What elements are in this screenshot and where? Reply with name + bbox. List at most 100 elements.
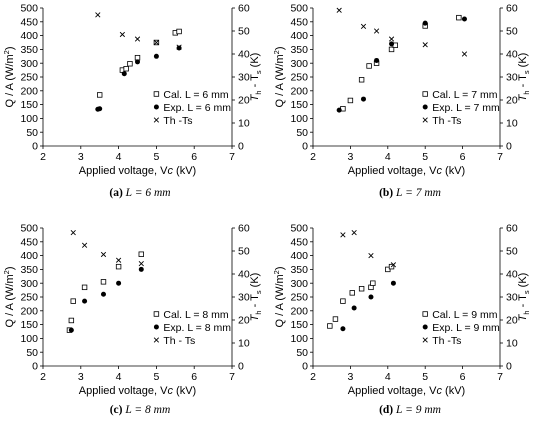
y2-axis-label-sub1: h — [254, 90, 263, 94]
panel-caption: (b) L = 7 mm — [379, 187, 441, 199]
x-tick-label: 3 — [78, 151, 84, 163]
data-point-circle — [135, 59, 140, 65]
data-point-square — [100, 279, 107, 285]
y2-axis-label-sub1: h — [522, 310, 531, 314]
y2-axis-label-t1: T — [517, 93, 529, 101]
legend-label: Cal. L = 9 mm — [432, 309, 498, 321]
data-point-circle — [82, 298, 88, 304]
series-circle — [336, 16, 467, 113]
y2-axis-label-unit: (K) — [249, 273, 261, 291]
data-point-x — [461, 51, 468, 57]
data-point-x — [134, 36, 141, 42]
y2-axis-label-sub2: s — [254, 290, 263, 294]
x-axis-label-unit: (kV) — [442, 385, 465, 397]
y-tick-label: 400 — [20, 250, 38, 262]
data-point-square — [370, 280, 376, 286]
data-point-circle — [176, 45, 182, 51]
x-tick-label: 2 — [40, 371, 46, 383]
y2-tick-label: 20 — [506, 315, 518, 327]
y-tick-label: 50 — [296, 347, 308, 359]
y-tick-label: 450 — [290, 236, 308, 248]
legend-marker-circle — [422, 324, 428, 330]
y-tick-label: 500 — [290, 3, 308, 15]
data-point-circle — [97, 106, 103, 112]
x-axis-label-text: Applied voltage, V — [348, 385, 437, 397]
panel-caption: (d) L = 9 mm — [379, 404, 441, 416]
y-tick-label: 50 — [296, 127, 308, 139]
data-point-circle — [121, 71, 127, 77]
y2-axis-label-sub2: s — [522, 290, 531, 294]
y-tick-label: 250 — [290, 72, 308, 84]
y-axis-label-text: Q / A (W/m — [274, 274, 286, 327]
panel-caption-text: L = 6 mm — [125, 187, 171, 199]
x-tick-label: 2 — [310, 371, 316, 383]
data-point-circle — [368, 294, 374, 300]
legend-label: Exp. L = 7 mm — [432, 102, 500, 114]
data-point-circle — [336, 107, 342, 113]
legend-label: Th -Ts — [163, 115, 192, 127]
y2-tick-label: 40 — [506, 269, 518, 281]
panel-caption-text: L = 9 mm — [395, 404, 441, 416]
y2-tick-label: 0 — [506, 141, 512, 153]
x-tick-label: 7 — [497, 371, 503, 383]
data-point-circle — [389, 41, 395, 47]
x-axis-label-sub: c — [436, 165, 442, 177]
y-tick-label: 0 — [302, 141, 308, 153]
y-axis-label-end: ) — [274, 46, 286, 50]
legend-label: Th - Ts — [163, 335, 195, 347]
data-point-x — [95, 12, 101, 18]
y-axis-label-end: ) — [4, 266, 16, 270]
y2-tick-label: 0 — [238, 361, 244, 373]
y-axis-label-sup: 2 — [272, 50, 281, 54]
x-tick-label: 6 — [460, 371, 466, 383]
legend-marker-x — [422, 117, 428, 123]
data-point-x — [388, 36, 395, 42]
y-axis-label-text: Q / A (W/m — [4, 54, 16, 107]
y-tick-label: 200 — [20, 85, 38, 97]
data-point-x — [100, 251, 107, 258]
legend-marker-x — [422, 337, 428, 343]
y-tick-label: 200 — [290, 85, 308, 97]
y-axis-label-sup: 2 — [2, 270, 11, 274]
x-tick-label: 5 — [153, 371, 159, 383]
x-axis-label-unit: (kV) — [173, 165, 196, 177]
y2-tick-label: 40 — [238, 49, 250, 61]
panel-caption-label: (b) — [379, 187, 393, 199]
y2-tick-label: 20 — [506, 95, 518, 107]
x-tick-label: 7 — [229, 151, 235, 163]
series-circle — [95, 45, 182, 112]
y-axis-label: Q / A (W/m2) — [2, 46, 16, 107]
y-tick-label: 250 — [20, 72, 38, 84]
legend-label: Exp. L = 8 mm — [163, 322, 231, 334]
y2-tick-label: 30 — [238, 292, 250, 304]
y2-axis-label: Th - Ts (K) — [249, 273, 263, 322]
y2-axis-label-mid: - T — [517, 294, 529, 311]
panel-caption-text: L = 7 mm — [395, 187, 441, 199]
data-point-square — [97, 92, 103, 98]
data-point-square — [456, 14, 462, 21]
y-axis-label: Q / A (W/m2) — [272, 266, 286, 327]
legend-marker-circle — [153, 324, 159, 330]
y-tick-label: 450 — [20, 16, 38, 28]
panel-caption: (a) L = 6 mm — [109, 187, 170, 199]
series-circle — [340, 280, 396, 332]
y-tick-label: 300 — [20, 58, 38, 70]
y-tick-label: 50 — [26, 347, 38, 359]
panel-b: 2 3 4 5 6 70501001502002503003504004505000102… — [272, 3, 531, 199]
y-axis-label-end: ) — [4, 46, 16, 50]
y-tick-label: 500 — [290, 223, 308, 235]
x-axis-label: Applied voltage, Vc (kV) — [348, 165, 465, 177]
data-point-square — [340, 298, 346, 304]
legend-label: Exp. L = 6 mm — [163, 102, 231, 114]
x-axis-label: Applied voltage, Vc (kV) — [348, 385, 465, 397]
panel-caption-text: L = 8 mm — [124, 404, 170, 416]
legend-marker-square — [153, 311, 160, 317]
data-point-circle — [461, 16, 467, 22]
data-point-square — [81, 284, 88, 291]
y-tick-label: 250 — [20, 292, 38, 304]
y-tick-label: 100 — [290, 333, 308, 345]
y-tick-label: 150 — [20, 319, 38, 331]
